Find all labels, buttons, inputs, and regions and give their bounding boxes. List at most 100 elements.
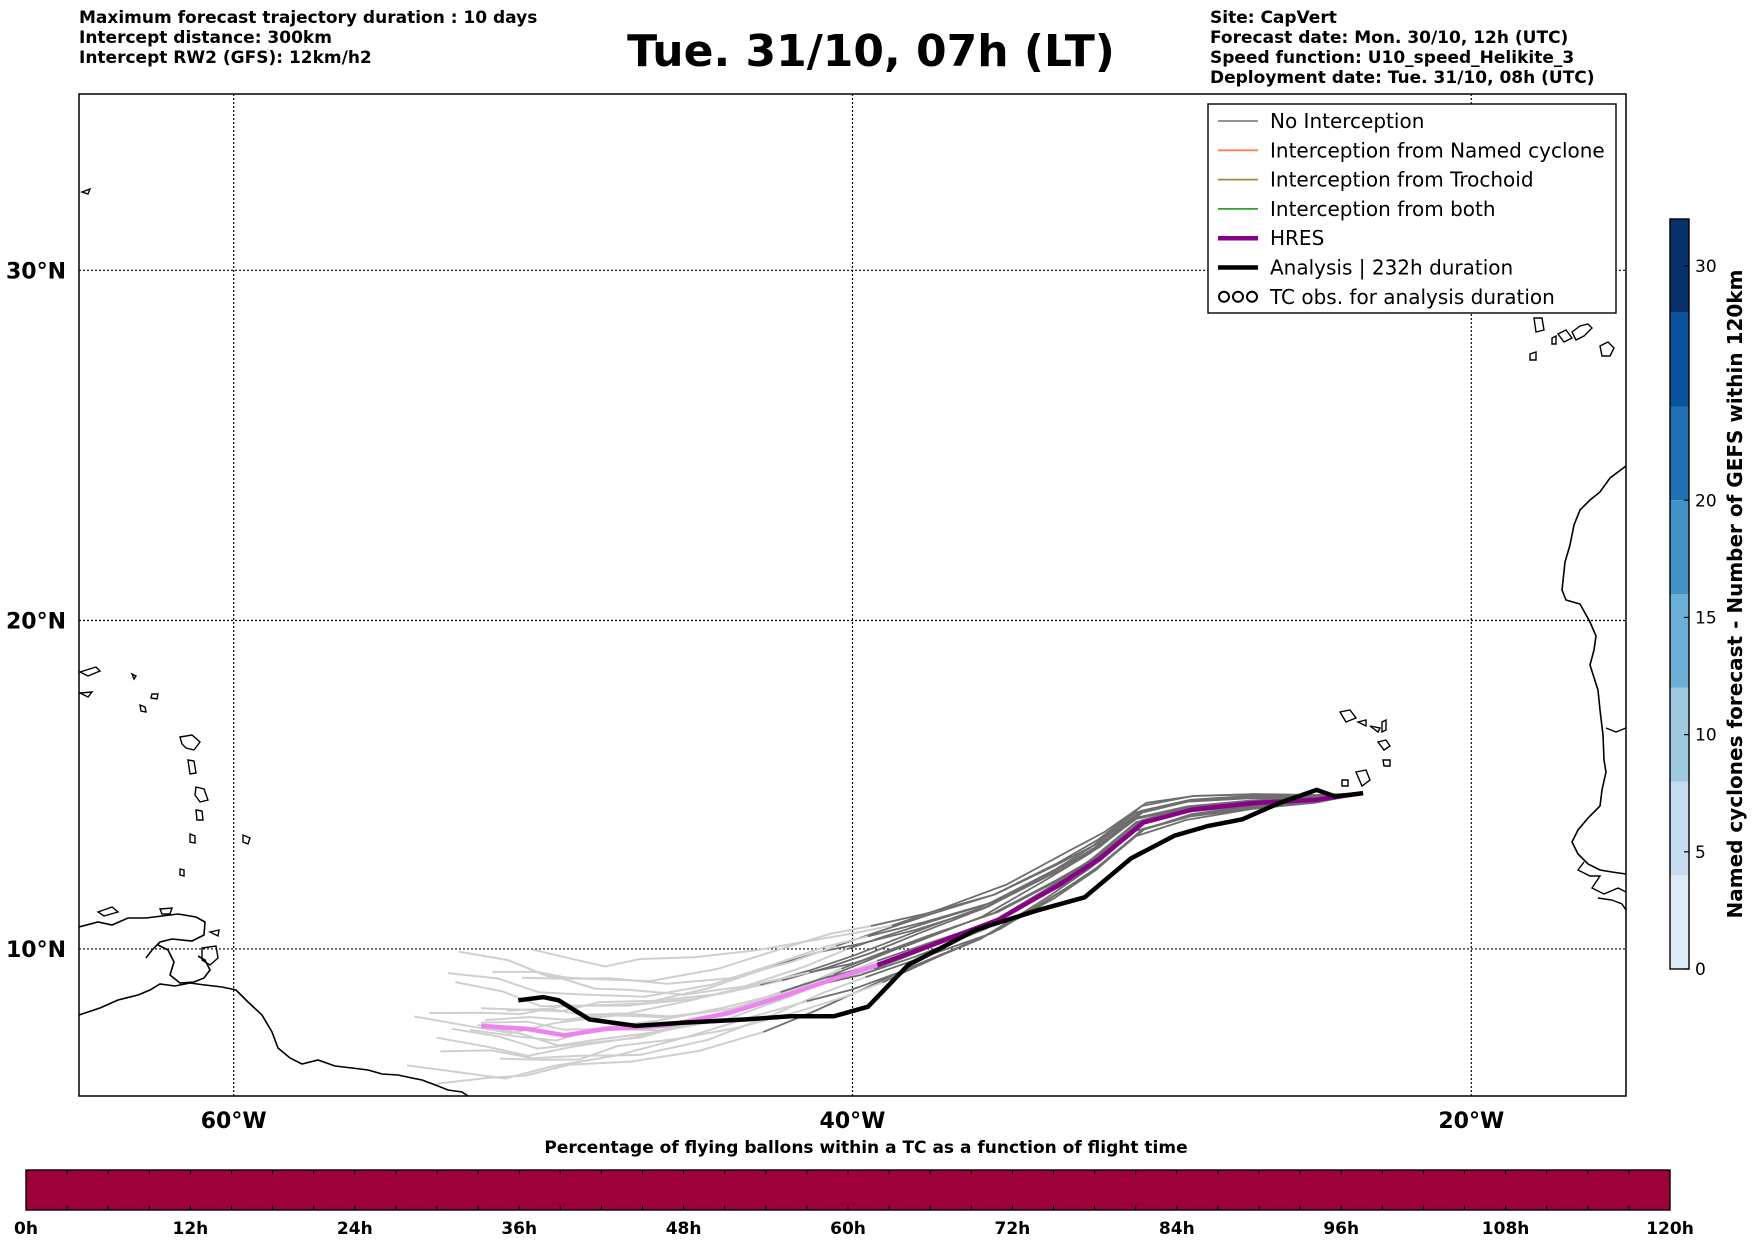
colorbar-tick-label: 20 <box>1695 491 1717 511</box>
island-grenada <box>179 868 185 877</box>
site-info: Site: CapVert Forecast date: Mon. 30/10,… <box>1210 8 1595 88</box>
page-title: Tue. 31/10, 07h (LT) <box>0 26 1752 78</box>
ensemble-track-far <box>447 935 869 998</box>
longitude-labels: 60°W 40°W 20°W <box>201 1109 1504 1134</box>
island-puerto-rico <box>79 666 102 677</box>
lat-tick-label: 30°N <box>6 259 66 284</box>
coastline-guinea-detail <box>1597 897 1626 911</box>
cyclone-colorbar-frame <box>1669 218 1690 970</box>
ensemble-track-near <box>882 792 1364 984</box>
flight-time-tick-label: 96h <box>1323 1219 1359 1239</box>
forecast-settings-info: Maximum forecast trajectory duration : 1… <box>79 8 537 68</box>
legend-box <box>1207 103 1617 314</box>
tc-symbol-icon <box>1218 290 1258 303</box>
colorbar-cell <box>1670 687 1689 782</box>
lon-tick-label: 20°W <box>1438 1109 1504 1134</box>
ensemble-track-far <box>499 981 883 1061</box>
flight-time-tick-label: 36h <box>501 1219 537 1239</box>
ensemble-track-far <box>440 976 867 1060</box>
legend-label: Analysis | 232h duration <box>1270 256 1513 280</box>
coastline-mauritania-detail <box>1605 727 1626 733</box>
colorbar-tick-label: 30 <box>1695 257 1717 277</box>
legend-label: TC obs. for analysis duration <box>1269 285 1555 309</box>
flight-time-colorbar: Percentage of flying ballons within a TC… <box>14 1138 1694 1239</box>
ensemble-track-near <box>870 792 1364 927</box>
colorbar-cell <box>1670 219 1689 313</box>
island-curacao <box>96 906 120 917</box>
legend-label: Interception from both <box>1270 197 1496 221</box>
island-barbados <box>242 833 251 845</box>
colorbar-tick-label: 15 <box>1695 608 1717 628</box>
island-cape-verde-sao-nicolau <box>1369 725 1382 734</box>
ensemble-track-far <box>532 924 892 968</box>
cyclone-count-colorbar: 0 5 10 15 20 30 Named cyclones forecast - Num… <box>1669 218 1747 980</box>
map-frame <box>78 93 1627 1097</box>
map-area[interactable]: 10°N 20°N 30°N 60°W 40°W 20°W No Interceptio… <box>6 93 1627 1134</box>
colorbar-cell <box>1670 500 1689 594</box>
lat-tick-label: 10°N <box>6 938 66 963</box>
ensemble-track-far <box>436 1030 764 1085</box>
island-canary-5 <box>1529 351 1537 361</box>
coastline-south-america <box>79 982 469 1096</box>
colorbar-cell <box>1670 594 1689 688</box>
info-line-intercept-rw2: Intercept RW2 (GFS): 12km/h2 <box>79 48 372 68</box>
coastline-senegal-detail <box>1576 861 1626 895</box>
island-st-lucia <box>195 809 204 821</box>
colorbar-cell <box>1670 781 1689 876</box>
ensemble-track-near <box>841 792 1364 970</box>
flight-time-tick-label: 60h <box>830 1219 866 1239</box>
lat-tick-label: 20°N <box>6 609 66 634</box>
flight-time-tick-label: 24h <box>337 1219 373 1239</box>
island-cape-verde-maio <box>1382 759 1391 767</box>
coastline-venezuela-north <box>79 913 206 959</box>
island-dominica <box>187 759 197 775</box>
island-tobago <box>207 929 220 938</box>
trajectory-tracks <box>406 787 1364 1085</box>
colorbar-cell <box>1670 875 1689 969</box>
flight-time-tick-label: 72h <box>995 1219 1031 1239</box>
ensemble-track-far <box>507 967 842 1018</box>
legend-label: Interception from Trochoid <box>1270 168 1534 192</box>
island-cape-verde-sal <box>1381 718 1387 734</box>
legend-label: No Interception <box>1270 109 1424 133</box>
island-cape-verde-boa-vista <box>1376 739 1391 751</box>
map-legend: No Interception Interception from Named c… <box>1207 103 1617 314</box>
island-bermuda <box>79 187 92 195</box>
colorbar-cell <box>1670 312 1689 407</box>
ensemble-track-far <box>458 925 872 983</box>
island-canary-3 <box>1571 323 1593 341</box>
ensemble-track-near <box>846 792 1364 951</box>
island-canary-1 <box>1533 317 1545 333</box>
info-line-forecast-date: Forecast date: Mon. 30/10, 12h (UTC) <box>1210 28 1569 48</box>
lon-tick-label: 40°W <box>820 1109 886 1134</box>
lon-tick-label: 60°W <box>201 1109 267 1134</box>
flight-time-tick-label: 108h <box>1482 1219 1530 1239</box>
flight-time-tick-label: 12h <box>173 1219 209 1239</box>
info-line-intercept-distance: Intercept distance: 300km <box>79 28 332 48</box>
coastlines <box>79 187 1626 1096</box>
ensemble-track-near <box>771 792 1364 968</box>
flight-time-colorbar-label: Percentage of flying ballons within a TC… <box>544 1138 1187 1158</box>
info-line-speed-function: Speed function: U10_speed_Helikite_3 <box>1210 48 1575 68</box>
island-martinique <box>194 786 209 803</box>
island-canary-4 <box>1599 341 1615 357</box>
colorbar-cell <box>1670 406 1689 501</box>
flight-time-colorbar-fill <box>25 1169 1671 1211</box>
island-montserrat <box>139 703 147 713</box>
coastline-africa <box>1561 465 1626 875</box>
page-title-text: Tue. 31/10, 07h (LT) <box>627 26 1115 77</box>
island-antigua <box>150 693 159 700</box>
latitude-labels: 10°N 20°N 30°N <box>6 259 66 963</box>
legend-label: HRES <box>1270 226 1324 250</box>
flight-time-tick-label: 48h <box>666 1219 702 1239</box>
island-trinidad <box>201 945 219 966</box>
coastline-gulf-of-paria <box>157 944 211 984</box>
analysis-track <box>518 787 1364 1029</box>
island-st-vincent <box>189 832 196 844</box>
flight-time-tick-label: 120h <box>1646 1219 1694 1239</box>
colorbar-tick-label: 5 <box>1695 843 1706 863</box>
island-st-kitts <box>130 672 138 681</box>
island-cape-verde-santo-antao <box>1338 709 1358 723</box>
colorbar-tick-label: 0 <box>1695 960 1706 980</box>
